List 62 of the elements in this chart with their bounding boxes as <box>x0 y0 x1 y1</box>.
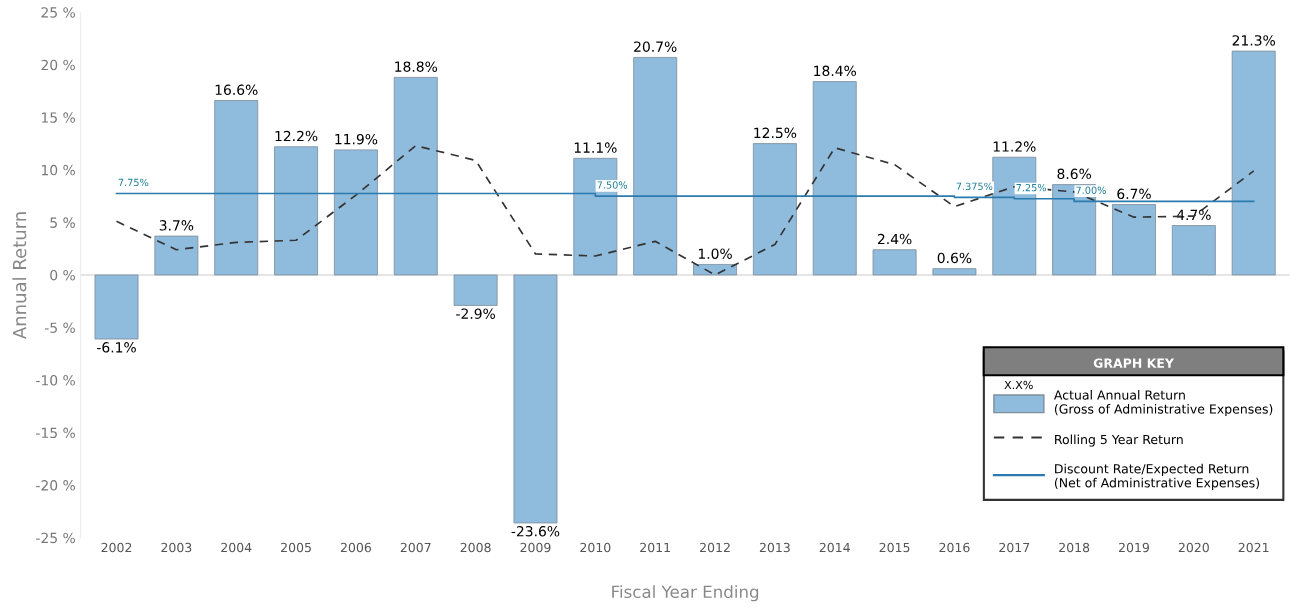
y-tick-label: 15 % <box>41 112 75 123</box>
y-tick-label: -5 % <box>44 322 75 333</box>
x-tick-label: 2003 <box>161 542 192 553</box>
x-tick-label: 2010 <box>580 542 611 553</box>
annotation: 7.375% <box>956 182 993 191</box>
annotation: 7.00% <box>1076 186 1106 194</box>
x-tick-label: 2018 <box>1059 542 1090 553</box>
y-tick-label: -25 % <box>36 532 75 544</box>
x-tick-label: 2006 <box>340 542 372 553</box>
data-label: 8.6% <box>1057 168 1092 180</box>
data-label: 18.8% <box>395 61 438 72</box>
data-label: 1.0% <box>698 248 732 259</box>
x-tick-label: 2007 <box>400 542 431 553</box>
x-tick-label: 2019 <box>1119 542 1150 553</box>
y-tick-label: 0 % <box>50 269 75 281</box>
x-tick-label: 2020 <box>1178 542 1209 553</box>
x-tick-label: 2004 <box>221 542 252 553</box>
y-tick-label: -15 % <box>36 427 75 439</box>
y-axis-title: Annual Return <box>12 212 27 340</box>
annotation: 7.25% <box>1016 183 1047 192</box>
y-tick-label: 20 % <box>41 59 75 71</box>
x-tick-label: 2011 <box>640 542 670 553</box>
x-tick-label: 2008 <box>460 542 491 553</box>
data-label: 16.6% <box>215 84 258 96</box>
x-tick-label: 2009 <box>520 542 551 553</box>
data-label: 11.2% <box>993 141 1036 152</box>
legend-title: GRAPH KEY <box>1093 358 1175 368</box>
x-tick-label: 2017 <box>999 542 1030 553</box>
data-label: 20.7% <box>634 41 677 52</box>
x-tick-label: 2014 <box>819 542 850 553</box>
x-tick-label: 2012 <box>700 542 730 553</box>
annotation: X.X% <box>1004 380 1033 390</box>
x-tick-label: 2002 <box>101 542 132 553</box>
data-label: 21.3% <box>1232 35 1275 46</box>
annotation: 7.75% <box>118 178 149 187</box>
y-tick-label: -20 % <box>36 480 75 491</box>
y-tick-label: -10 % <box>36 375 75 386</box>
x-axis-title: Fiscal Year Ending <box>612 585 759 602</box>
legend-label: Rolling 5 Year Return <box>1055 434 1183 447</box>
data-label: 18.4% <box>814 65 857 77</box>
x-tick-label: 2013 <box>759 542 790 553</box>
data-label: 3.7% <box>159 220 194 231</box>
data-label: 6.7% <box>1117 188 1151 200</box>
y-tick-label: 5 % <box>50 217 75 228</box>
x-tick-label: 2005 <box>281 542 311 553</box>
legend-label: Actual Annual Return (Gross of Administrative Expenses) <box>1053 390 1273 417</box>
x-tick-label: 2021 <box>1238 542 1269 553</box>
data-label: 2.4% <box>877 233 912 245</box>
data-label: 0.6% <box>937 252 972 264</box>
data-label: -2.9% <box>456 308 495 319</box>
data-label: 11.1% <box>574 142 617 153</box>
data-label: 12.5% <box>754 127 797 139</box>
data-label: 11.9% <box>335 133 378 145</box>
y-tick-label: 25 % <box>41 7 75 18</box>
x-tick-label: 2016 <box>939 542 970 553</box>
y-tick-label: 10 % <box>41 164 75 176</box>
data-label: -6.1% <box>97 342 136 353</box>
data-label: 12.2% <box>275 130 318 142</box>
data-label: -23.6% <box>511 525 560 537</box>
legend-label: Discount Rate/Expected Return (Net of Administrative Expenses) <box>1054 463 1259 490</box>
x-tick-label: 2015 <box>879 542 910 553</box>
annotation: 7.50% <box>597 181 628 189</box>
